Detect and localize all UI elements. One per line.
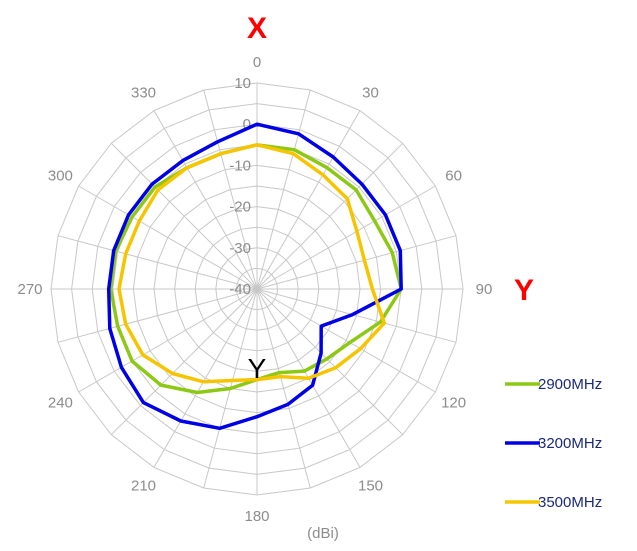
angle-tick-label: 330 (131, 84, 156, 101)
r-tick-label: -20 (229, 199, 251, 216)
legend-label: 3500MHz (538, 494, 602, 511)
grid-spoke (256, 288, 404, 436)
grid-spoke (256, 142, 404, 290)
grid-spoke (153, 110, 258, 290)
series-line-3200MHz (106, 122, 403, 431)
angle-tick-label: 150 (358, 478, 383, 495)
angle-tick-label: 300 (48, 168, 73, 185)
angle-tick-label: 0 (253, 54, 261, 71)
angle-tick-label: 120 (441, 395, 466, 412)
grid-spoke (153, 288, 258, 468)
grid-spoke (110, 288, 258, 436)
angle-tick-label: 270 (17, 281, 42, 298)
unit-label: (dBi) (307, 525, 339, 542)
angle-tick-label: 60 (445, 168, 462, 185)
angle-tick-label: 90 (476, 281, 493, 298)
series-line-3500MHz (117, 143, 387, 384)
grid-spoke (256, 185, 436, 290)
r-tick-label: 0 (243, 116, 251, 133)
angle-tick-label: 240 (48, 395, 73, 412)
angle-tick-label: 30 (362, 84, 379, 101)
legend: 2900MHz 3200MHz 3500MHz (505, 376, 602, 511)
legend-label: 3200MHz (538, 435, 602, 452)
legend-label: 2900MHz (538, 376, 602, 393)
grid-spoke (110, 142, 258, 290)
angle-spokes (51, 83, 463, 495)
grid-spoke (78, 185, 258, 290)
grid-spoke (256, 89, 311, 290)
grid-spoke (256, 235, 457, 290)
grid-spoke (256, 288, 311, 489)
axis-name-x: X (247, 12, 267, 45)
r-tick-label: -10 (229, 157, 251, 174)
grid-spoke (57, 235, 258, 290)
r-tick-label: -30 (229, 240, 251, 257)
grid-spoke (256, 288, 436, 393)
grid-spoke (256, 288, 457, 343)
angle-tick-label: 210 (131, 478, 156, 495)
r-tick-label: -40 (229, 281, 251, 298)
grid-spoke (256, 110, 361, 290)
angle-tick-labels: 0 30 60 90 120 150 180 210 240 270 300 330 (17, 54, 492, 525)
r-tick-label: 10 (234, 75, 251, 92)
radial-tick-labels: 10 0 -10 -20 -30 -40 (229, 75, 251, 298)
grid-spoke (78, 288, 258, 393)
axis-name-y: Y (514, 274, 534, 307)
grid-spoke (203, 89, 258, 290)
grid-spoke (57, 288, 258, 343)
angle-tick-label: 180 (244, 508, 269, 525)
series-lines (106, 122, 403, 431)
inner-label: Y (248, 353, 267, 384)
